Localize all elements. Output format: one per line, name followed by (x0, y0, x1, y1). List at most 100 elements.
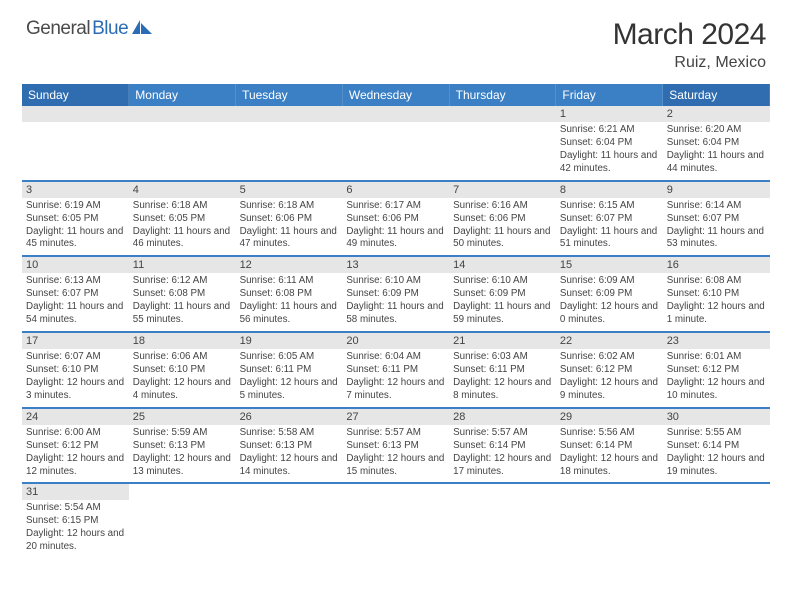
logo-text-general: General (26, 18, 90, 40)
day-info: Sunrise: 5:56 AMSunset: 6:14 PMDaylight:… (556, 425, 663, 483)
day-number: 8 (556, 182, 663, 198)
day-number: 22 (556, 333, 663, 349)
day-info: Sunrise: 6:18 AMSunset: 6:06 PMDaylight:… (236, 198, 343, 256)
day-number: 12 (236, 257, 343, 273)
day-info: Sunrise: 6:08 AMSunset: 6:10 PMDaylight:… (663, 273, 770, 331)
day-number: 2 (663, 106, 770, 122)
calendar-day-cell: 3Sunrise: 6:19 AMSunset: 6:05 PMDaylight… (22, 181, 129, 257)
day-number: 27 (342, 409, 449, 425)
calendar-day-cell: 14Sunrise: 6:10 AMSunset: 6:09 PMDayligh… (449, 256, 556, 332)
calendar-day-cell: 20Sunrise: 6:04 AMSunset: 6:11 PMDayligh… (342, 332, 449, 408)
calendar-day-cell: 8Sunrise: 6:15 AMSunset: 6:07 PMDaylight… (556, 181, 663, 257)
day-info: Sunrise: 6:12 AMSunset: 6:08 PMDaylight:… (129, 273, 236, 331)
weekday-header: Friday (556, 84, 663, 106)
day-info: Sunrise: 6:16 AMSunset: 6:06 PMDaylight:… (449, 198, 556, 256)
day-number: 25 (129, 409, 236, 425)
day-number: 7 (449, 182, 556, 198)
day-number: 1 (556, 106, 663, 122)
day-number: 19 (236, 333, 343, 349)
calendar-day-cell: 18Sunrise: 6:06 AMSunset: 6:10 PMDayligh… (129, 332, 236, 408)
weekday-header: Monday (129, 84, 236, 106)
calendar-day-cell: 15Sunrise: 6:09 AMSunset: 6:09 PMDayligh… (556, 256, 663, 332)
day-info: Sunrise: 6:13 AMSunset: 6:07 PMDaylight:… (22, 273, 129, 331)
day-number: 14 (449, 257, 556, 273)
day-number: 21 (449, 333, 556, 349)
day-info: Sunrise: 5:57 AMSunset: 6:13 PMDaylight:… (342, 425, 449, 483)
day-number: 5 (236, 182, 343, 198)
day-info: Sunrise: 6:10 AMSunset: 6:09 PMDaylight:… (342, 273, 449, 331)
day-number: 30 (663, 409, 770, 425)
day-info: Sunrise: 6:01 AMSunset: 6:12 PMDaylight:… (663, 349, 770, 407)
location: Ruiz, Mexico (613, 54, 766, 72)
day-info: Sunrise: 6:14 AMSunset: 6:07 PMDaylight:… (663, 198, 770, 256)
calendar-day-cell (236, 106, 343, 181)
day-info: Sunrise: 6:00 AMSunset: 6:12 PMDaylight:… (22, 425, 129, 483)
empty-day-header (342, 106, 449, 122)
calendar-day-cell: 24Sunrise: 6:00 AMSunset: 6:12 PMDayligh… (22, 408, 129, 484)
day-number: 6 (342, 182, 449, 198)
day-number: 29 (556, 409, 663, 425)
day-number: 10 (22, 257, 129, 273)
calendar-day-cell: 9Sunrise: 6:14 AMSunset: 6:07 PMDaylight… (663, 181, 770, 257)
day-info: Sunrise: 6:06 AMSunset: 6:10 PMDaylight:… (129, 349, 236, 407)
title-area: March 2024 Ruiz, Mexico (613, 18, 766, 72)
calendar-day-cell: 27Sunrise: 5:57 AMSunset: 6:13 PMDayligh… (342, 408, 449, 484)
day-number: 3 (22, 182, 129, 198)
calendar-week-row: 10Sunrise: 6:13 AMSunset: 6:07 PMDayligh… (22, 256, 770, 332)
calendar-week-row: 31Sunrise: 5:54 AMSunset: 6:15 PMDayligh… (22, 483, 770, 558)
weekday-header: Thursday (449, 84, 556, 106)
day-number: 4 (129, 182, 236, 198)
day-info: Sunrise: 6:10 AMSunset: 6:09 PMDaylight:… (449, 273, 556, 331)
day-info: Sunrise: 6:11 AMSunset: 6:08 PMDaylight:… (236, 273, 343, 331)
calendar-day-cell: 21Sunrise: 6:03 AMSunset: 6:11 PMDayligh… (449, 332, 556, 408)
day-number: 13 (342, 257, 449, 273)
day-info: Sunrise: 5:59 AMSunset: 6:13 PMDaylight:… (129, 425, 236, 483)
calendar-day-cell (342, 483, 449, 558)
day-info: Sunrise: 5:55 AMSunset: 6:14 PMDaylight:… (663, 425, 770, 483)
day-number: 18 (129, 333, 236, 349)
calendar-day-cell: 11Sunrise: 6:12 AMSunset: 6:08 PMDayligh… (129, 256, 236, 332)
weekday-header: Saturday (663, 84, 770, 106)
calendar-day-cell: 12Sunrise: 6:11 AMSunset: 6:08 PMDayligh… (236, 256, 343, 332)
day-info: Sunrise: 5:54 AMSunset: 6:15 PMDaylight:… (22, 500, 129, 558)
weekday-header: Tuesday (236, 84, 343, 106)
calendar-day-cell: 19Sunrise: 6:05 AMSunset: 6:11 PMDayligh… (236, 332, 343, 408)
calendar-day-cell: 30Sunrise: 5:55 AMSunset: 6:14 PMDayligh… (663, 408, 770, 484)
calendar-table: SundayMondayTuesdayWednesdayThursdayFrid… (22, 84, 770, 558)
day-number: 9 (663, 182, 770, 198)
calendar-day-cell (449, 106, 556, 181)
day-number: 28 (449, 409, 556, 425)
day-info: Sunrise: 6:03 AMSunset: 6:11 PMDaylight:… (449, 349, 556, 407)
day-info: Sunrise: 5:58 AMSunset: 6:13 PMDaylight:… (236, 425, 343, 483)
day-info: Sunrise: 6:15 AMSunset: 6:07 PMDaylight:… (556, 198, 663, 256)
calendar-day-cell: 17Sunrise: 6:07 AMSunset: 6:10 PMDayligh… (22, 332, 129, 408)
day-info: Sunrise: 6:07 AMSunset: 6:10 PMDaylight:… (22, 349, 129, 407)
calendar-day-cell: 5Sunrise: 6:18 AMSunset: 6:06 PMDaylight… (236, 181, 343, 257)
empty-day-header (22, 106, 129, 122)
day-info: Sunrise: 6:04 AMSunset: 6:11 PMDaylight:… (342, 349, 449, 407)
day-number: 31 (22, 484, 129, 500)
day-info: Sunrise: 6:19 AMSunset: 6:05 PMDaylight:… (22, 198, 129, 256)
calendar-week-row: 3Sunrise: 6:19 AMSunset: 6:05 PMDaylight… (22, 181, 770, 257)
calendar-day-cell: 7Sunrise: 6:16 AMSunset: 6:06 PMDaylight… (449, 181, 556, 257)
calendar-day-cell (236, 483, 343, 558)
day-number: 23 (663, 333, 770, 349)
calendar-week-row: 24Sunrise: 6:00 AMSunset: 6:12 PMDayligh… (22, 408, 770, 484)
day-info: Sunrise: 5:57 AMSunset: 6:14 PMDaylight:… (449, 425, 556, 483)
day-number: 11 (129, 257, 236, 273)
calendar-week-row: 17Sunrise: 6:07 AMSunset: 6:10 PMDayligh… (22, 332, 770, 408)
day-info: Sunrise: 6:05 AMSunset: 6:11 PMDaylight:… (236, 349, 343, 407)
empty-day-header (236, 106, 343, 122)
calendar-day-cell: 23Sunrise: 6:01 AMSunset: 6:12 PMDayligh… (663, 332, 770, 408)
calendar-day-cell: 28Sunrise: 5:57 AMSunset: 6:14 PMDayligh… (449, 408, 556, 484)
sail-icon (132, 20, 154, 34)
calendar-header-row: SundayMondayTuesdayWednesdayThursdayFrid… (22, 84, 770, 106)
day-info: Sunrise: 6:02 AMSunset: 6:12 PMDaylight:… (556, 349, 663, 407)
calendar-week-row: 1Sunrise: 6:21 AMSunset: 6:04 PMDaylight… (22, 106, 770, 181)
empty-day-header (129, 106, 236, 122)
day-number: 15 (556, 257, 663, 273)
day-number: 20 (342, 333, 449, 349)
calendar-day-cell: 22Sunrise: 6:02 AMSunset: 6:12 PMDayligh… (556, 332, 663, 408)
day-number: 26 (236, 409, 343, 425)
calendar-day-cell: 10Sunrise: 6:13 AMSunset: 6:07 PMDayligh… (22, 256, 129, 332)
